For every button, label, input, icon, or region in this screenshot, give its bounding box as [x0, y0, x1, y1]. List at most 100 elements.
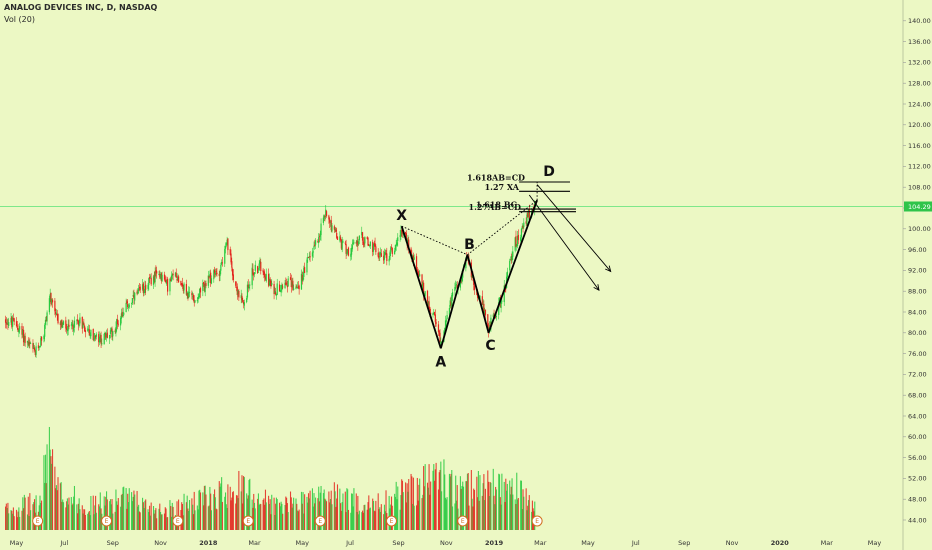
y-tick-label: 52.00: [908, 475, 927, 483]
volume-bar: [8, 513, 10, 530]
volume-bar: [525, 488, 527, 530]
volume-bar: [160, 514, 162, 530]
volume-bar: [231, 497, 233, 530]
volume-bar: [112, 513, 114, 530]
candle-body: [454, 286, 456, 291]
volume-bar: [142, 502, 144, 530]
candle-body: [275, 294, 278, 296]
candle-body: [267, 273, 270, 286]
candle-body: [95, 334, 97, 337]
candle-body: [260, 261, 262, 272]
pattern-point-x: X: [396, 208, 407, 224]
volume-bar: [421, 498, 423, 530]
volume-bar: [385, 490, 387, 530]
volume-bar: [120, 495, 122, 530]
volume-bar: [181, 502, 183, 530]
candle-body: [71, 323, 73, 325]
volume-bar: [466, 473, 468, 530]
volume-bar: [77, 513, 79, 530]
volume-bar: [472, 506, 474, 530]
candle-body: [312, 251, 314, 253]
volume-bar: [76, 504, 78, 530]
candle-body: [12, 317, 14, 327]
candle-body: [362, 241, 364, 243]
volume-bar: [164, 507, 166, 530]
volume-bar: [23, 494, 25, 530]
candle-body: [412, 255, 415, 261]
candle-body: [29, 342, 31, 344]
volume-bar: [99, 492, 101, 530]
candle-body: [170, 280, 172, 282]
x-tick-label: May: [10, 539, 24, 547]
candle-body: [430, 312, 432, 315]
candle-body: [188, 291, 190, 297]
volume-bar: [224, 496, 226, 530]
candle-body: [520, 237, 522, 242]
candle-body: [252, 268, 254, 275]
volume-bar: [373, 510, 375, 530]
volume-bar: [429, 494, 431, 530]
candle-body: [344, 242, 346, 244]
volume-bar: [279, 506, 281, 530]
volume-bar: [116, 504, 119, 530]
candle-body: [287, 278, 289, 286]
volume-bar: [87, 513, 89, 530]
candle-body: [395, 244, 397, 246]
volume-bar: [437, 489, 440, 530]
x-tick-label: May: [296, 539, 310, 547]
volume-bar: [149, 505, 151, 530]
volume-bar: [187, 508, 189, 530]
volume-bar: [137, 506, 139, 530]
x-tick-label: Jul: [345, 539, 354, 547]
volume-bar: [93, 514, 95, 530]
volume-bar: [522, 489, 524, 530]
volume-bar: [165, 508, 167, 530]
earnings-marker: [101, 515, 113, 527]
candle-body: [356, 240, 358, 244]
candle-body: [416, 269, 418, 272]
volume-bar: [131, 501, 133, 530]
volume-bar: [138, 504, 140, 530]
volume-bar: [504, 501, 506, 530]
volume-bar: [153, 513, 155, 530]
candle-body: [123, 312, 125, 315]
volume-bar: [394, 493, 396, 530]
candle-body: [120, 313, 123, 319]
candle-body: [404, 232, 407, 235]
volume-bar: [41, 500, 43, 530]
volume-bar: [92, 495, 94, 530]
volume-bar: [126, 508, 128, 530]
candle-body: [65, 320, 67, 329]
candle-body: [231, 261, 233, 268]
candle-body: [473, 285, 476, 290]
candle-body: [340, 237, 342, 241]
volume-bar: [23, 508, 25, 530]
candle-body: [172, 273, 174, 276]
candle-body: [334, 228, 336, 231]
volume-bar: [412, 477, 414, 530]
candle-body: [328, 215, 330, 220]
volume-bar: [484, 488, 486, 530]
volume-bar: [276, 499, 278, 530]
volume-bar: [351, 493, 353, 530]
candle-body: [35, 346, 37, 355]
candle-body: [128, 304, 130, 308]
candle-body: [351, 245, 353, 250]
candle-body: [221, 262, 224, 264]
candle-body: [317, 240, 319, 243]
candle-body: [181, 283, 184, 287]
earnings-marker: [457, 515, 469, 527]
volume-bar: [314, 503, 316, 530]
candle-body: [429, 307, 431, 312]
volume-bar: [243, 477, 245, 530]
candle-body: [355, 241, 357, 244]
candle-body: [386, 253, 388, 262]
candle-body: [236, 286, 238, 295]
y-tick-label: 68.00: [908, 392, 927, 400]
y-tick-label: 92.00: [908, 267, 927, 275]
candle-body: [110, 328, 112, 332]
candle-body: [444, 328, 446, 333]
candle-body: [394, 244, 397, 251]
